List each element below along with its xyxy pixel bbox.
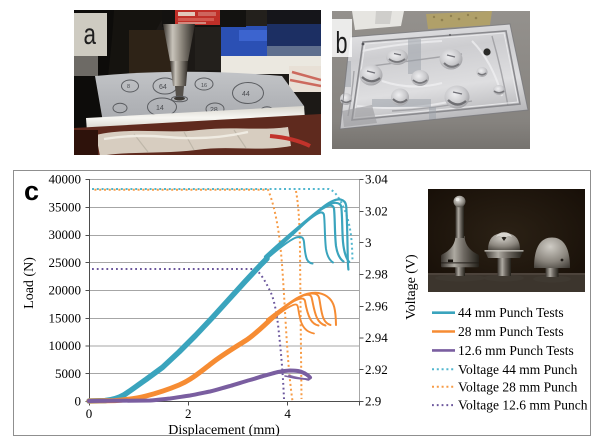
svg-text:35000: 35000 bbox=[49, 199, 82, 214]
svg-text:3.02: 3.02 bbox=[365, 203, 388, 218]
svg-text:15000: 15000 bbox=[49, 310, 82, 325]
svg-text:c: c bbox=[24, 176, 39, 206]
svg-text:2.92: 2.92 bbox=[365, 362, 388, 377]
svg-text:14: 14 bbox=[156, 105, 164, 112]
svg-text:3.04: 3.04 bbox=[365, 172, 388, 187]
svg-text:0: 0 bbox=[75, 394, 82, 409]
svg-text:28 mm Punch Tests: 28 mm Punch Tests bbox=[458, 324, 564, 339]
svg-text:40000: 40000 bbox=[49, 172, 82, 187]
svg-text:25000: 25000 bbox=[49, 255, 82, 270]
svg-text:2.94: 2.94 bbox=[365, 330, 388, 345]
svg-text:Voltage (V): Voltage (V) bbox=[404, 254, 419, 320]
svg-text:a: a bbox=[84, 18, 97, 51]
svg-text:Voltage 28 mm Punch: Voltage 28 mm Punch bbox=[458, 379, 578, 394]
svg-text:44 mm Punch Tests: 44 mm Punch Tests bbox=[458, 305, 564, 320]
svg-text:30000: 30000 bbox=[49, 227, 82, 242]
svg-text:b: b bbox=[336, 25, 348, 60]
svg-text:2.98: 2.98 bbox=[365, 267, 388, 282]
svg-text:16: 16 bbox=[201, 83, 207, 89]
svg-text:2: 2 bbox=[185, 406, 192, 421]
svg-text:Displacement (mm): Displacement (mm) bbox=[168, 423, 280, 436]
svg-text:4: 4 bbox=[284, 406, 291, 421]
svg-text:64: 64 bbox=[159, 84, 167, 91]
svg-text:44: 44 bbox=[242, 91, 250, 98]
svg-text:Load (N): Load (N) bbox=[22, 257, 37, 309]
svg-text:3: 3 bbox=[365, 235, 372, 250]
svg-text:2.9: 2.9 bbox=[365, 394, 381, 409]
svg-text:2.96: 2.96 bbox=[365, 299, 388, 314]
svg-text:12.6 mm Punch Tests: 12.6 mm Punch Tests bbox=[458, 343, 574, 358]
svg-text:10000: 10000 bbox=[49, 338, 82, 353]
svg-text:Voltage 12.6 mm Punch: Voltage 12.6 mm Punch bbox=[458, 398, 588, 413]
svg-text:0: 0 bbox=[86, 406, 93, 421]
svg-text:28: 28 bbox=[210, 107, 218, 114]
svg-text:8: 8 bbox=[127, 84, 130, 90]
svg-text:5000: 5000 bbox=[55, 366, 81, 381]
svg-text:Voltage 44 mm Punch: Voltage 44 mm Punch bbox=[458, 362, 578, 377]
svg-text:20000: 20000 bbox=[49, 283, 82, 298]
